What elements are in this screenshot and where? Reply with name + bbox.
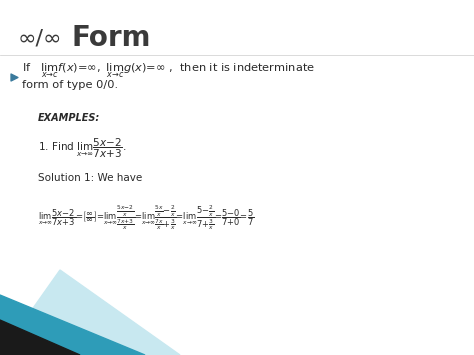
Text: If   $\lim_{x \to c} f(x) = \infty,\ \lim_{x \to c} g(x) = \infty$ ,  then it is: If $\lim_{x \to c} f(x) = \infty,\ \lim_… (22, 62, 315, 80)
Text: form of type 0/0.: form of type 0/0. (22, 80, 118, 90)
Polygon shape (0, 270, 180, 355)
Text: Form: Form (72, 24, 152, 52)
Text: $\lim_{x \to \infty} \dfrac{5x-2}{7x+3} = \left[\dfrac{\infty}{\infty}\right] = : $\lim_{x \to \infty} \dfrac{5x-2}{7x+3} … (38, 204, 255, 232)
Text: EXAMPLES:: EXAMPLES: (38, 113, 100, 123)
Text: 1. Find $\lim_{x \to \infty} \dfrac{5x-2}{7x+3}.$: 1. Find $\lim_{x \to \infty} \dfrac{5x-2… (38, 136, 127, 160)
Polygon shape (0, 295, 145, 355)
Polygon shape (0, 320, 80, 355)
Text: Solution 1: We have: Solution 1: We have (38, 173, 142, 183)
Text: ∞/∞: ∞/∞ (18, 28, 63, 48)
